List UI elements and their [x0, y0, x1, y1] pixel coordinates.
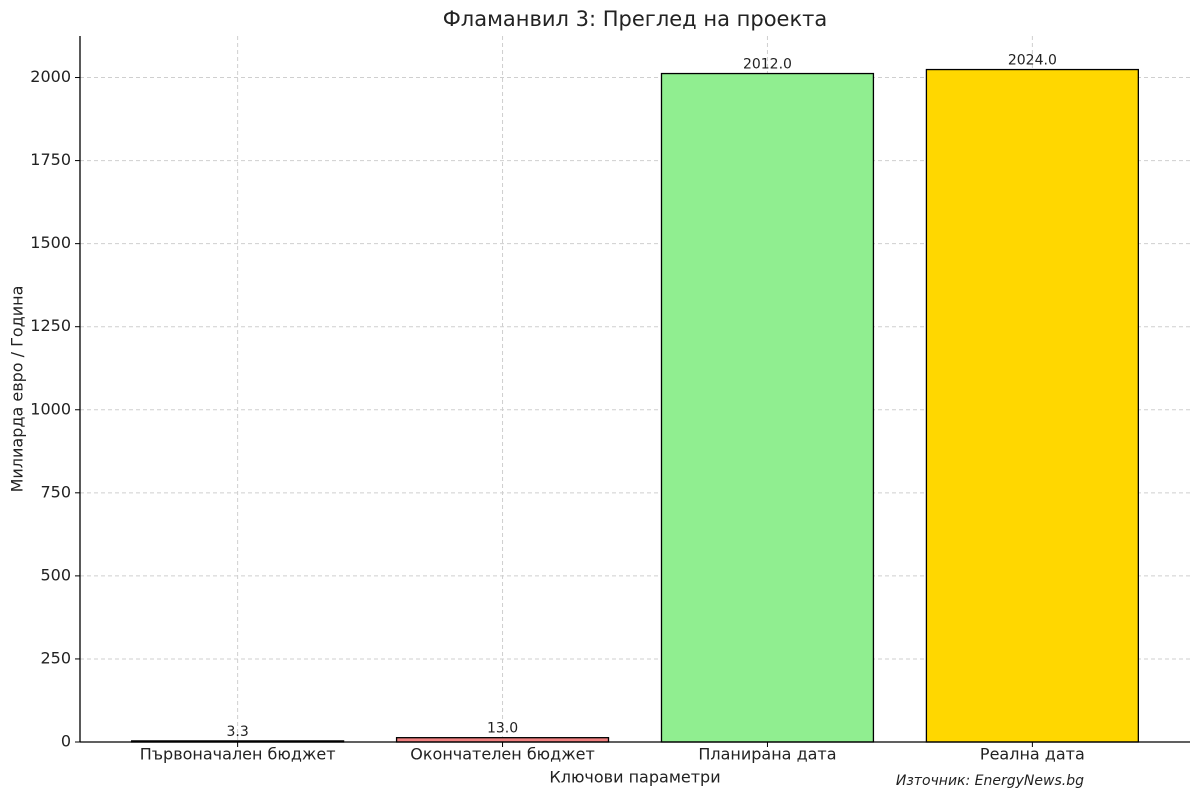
y-tick-label: 1750 [30, 150, 71, 169]
y-tick-label: 250 [40, 648, 71, 667]
chart-title: Фламанвил 3: Преглед на проекта [443, 7, 828, 31]
value-label: 2012.0 [743, 57, 792, 73]
bar [660, 72, 875, 743]
x-tick-label: Реална дата [980, 745, 1085, 764]
y-axis-label: Милиарда евро / Година [8, 286, 27, 493]
value-label: 13.0 [487, 721, 518, 737]
y-tick-label: 1250 [30, 316, 71, 335]
y-tick-label: 2000 [30, 67, 71, 86]
value-label: 2024.0 [1008, 53, 1057, 69]
x-tick-label: Окончателен бюджет [410, 745, 595, 764]
y-tick-label: 0 [61, 732, 71, 751]
x-tick-label: Първоначален бюджет [140, 745, 336, 764]
y-tick-label: 1000 [30, 399, 71, 418]
value-label: 3.3 [226, 724, 248, 740]
y-tick-label: 1500 [30, 233, 71, 252]
source-note: Източник: EnergyNews.bg [896, 773, 1084, 789]
y-tick-label: 500 [40, 565, 71, 584]
x-axis-label: Ключови параметри [549, 768, 720, 787]
x-tick-label: Планирана дата [698, 745, 836, 764]
bar [925, 68, 1139, 743]
y-tick-label: 750 [40, 482, 71, 501]
